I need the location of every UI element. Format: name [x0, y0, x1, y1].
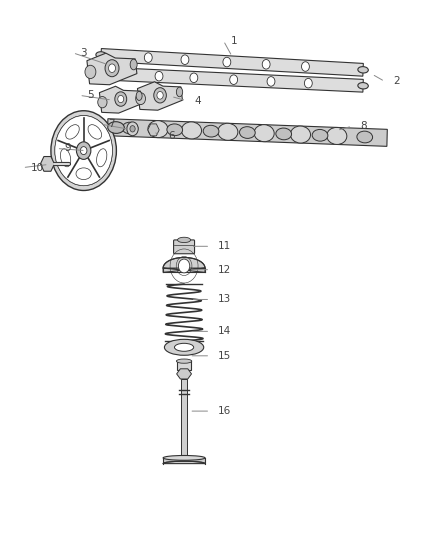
- Ellipse shape: [358, 67, 368, 73]
- Text: 10: 10: [30, 163, 43, 173]
- Circle shape: [77, 142, 91, 159]
- Text: 12: 12: [218, 265, 231, 274]
- Circle shape: [109, 64, 116, 72]
- Ellipse shape: [203, 125, 219, 137]
- Circle shape: [55, 116, 113, 185]
- Ellipse shape: [181, 122, 201, 139]
- Ellipse shape: [148, 120, 168, 138]
- Text: 2: 2: [393, 77, 399, 86]
- Polygon shape: [40, 157, 54, 171]
- Circle shape: [130, 126, 135, 132]
- Circle shape: [118, 95, 124, 103]
- Ellipse shape: [60, 149, 71, 167]
- Circle shape: [155, 71, 163, 81]
- Ellipse shape: [312, 130, 328, 141]
- Text: 7: 7: [108, 119, 115, 129]
- Circle shape: [81, 147, 87, 155]
- Text: 11: 11: [218, 241, 231, 251]
- Ellipse shape: [177, 87, 183, 97]
- Ellipse shape: [358, 83, 368, 89]
- Ellipse shape: [85, 65, 96, 78]
- Text: 8: 8: [360, 121, 367, 131]
- Polygon shape: [114, 68, 363, 92]
- Ellipse shape: [218, 123, 238, 140]
- Circle shape: [181, 55, 189, 64]
- Ellipse shape: [276, 128, 292, 140]
- Ellipse shape: [136, 93, 145, 104]
- Polygon shape: [138, 82, 183, 110]
- Circle shape: [115, 92, 127, 106]
- Text: 1: 1: [231, 36, 238, 45]
- Text: 5: 5: [87, 90, 94, 100]
- Circle shape: [105, 60, 119, 77]
- Ellipse shape: [290, 126, 311, 143]
- Text: 14: 14: [218, 326, 231, 336]
- Ellipse shape: [130, 59, 137, 70]
- Ellipse shape: [122, 122, 138, 134]
- Ellipse shape: [240, 127, 255, 139]
- FancyBboxPatch shape: [173, 240, 194, 254]
- Text: 9: 9: [64, 143, 71, 154]
- Ellipse shape: [164, 340, 204, 356]
- Text: 6: 6: [168, 131, 174, 141]
- Ellipse shape: [357, 131, 373, 143]
- Circle shape: [55, 116, 113, 185]
- Polygon shape: [148, 124, 159, 136]
- Bar: [181, 379, 187, 458]
- Polygon shape: [99, 86, 142, 113]
- Text: 4: 4: [194, 95, 201, 106]
- Text: 15: 15: [218, 351, 231, 361]
- Ellipse shape: [108, 122, 124, 133]
- Circle shape: [178, 259, 190, 273]
- Circle shape: [304, 78, 312, 88]
- Ellipse shape: [177, 359, 192, 364]
- Circle shape: [267, 77, 275, 86]
- Ellipse shape: [167, 124, 183, 135]
- Polygon shape: [163, 257, 205, 272]
- Ellipse shape: [76, 168, 91, 180]
- Ellipse shape: [327, 127, 347, 144]
- Polygon shape: [163, 458, 205, 464]
- Ellipse shape: [254, 125, 274, 142]
- Text: 3: 3: [81, 48, 87, 58]
- Circle shape: [230, 75, 237, 84]
- Circle shape: [157, 92, 163, 99]
- Polygon shape: [87, 53, 137, 85]
- Circle shape: [51, 111, 117, 190]
- Text: 16: 16: [218, 406, 231, 416]
- Polygon shape: [101, 49, 364, 76]
- Circle shape: [262, 60, 270, 69]
- Ellipse shape: [163, 456, 205, 461]
- Ellipse shape: [136, 91, 142, 100]
- Ellipse shape: [66, 125, 79, 139]
- Polygon shape: [177, 369, 191, 379]
- Circle shape: [154, 87, 166, 103]
- Polygon shape: [107, 119, 387, 147]
- Circle shape: [301, 62, 309, 71]
- Circle shape: [223, 57, 231, 67]
- Polygon shape: [163, 461, 205, 464]
- Bar: [177, 361, 191, 370]
- Circle shape: [145, 53, 152, 62]
- Ellipse shape: [109, 71, 120, 77]
- Ellipse shape: [96, 52, 106, 58]
- Ellipse shape: [98, 96, 107, 108]
- Circle shape: [190, 73, 198, 83]
- Ellipse shape: [96, 149, 107, 167]
- Ellipse shape: [88, 125, 102, 139]
- Text: 13: 13: [218, 294, 231, 304]
- Ellipse shape: [174, 343, 194, 351]
- Circle shape: [127, 122, 138, 136]
- Ellipse shape: [177, 237, 191, 243]
